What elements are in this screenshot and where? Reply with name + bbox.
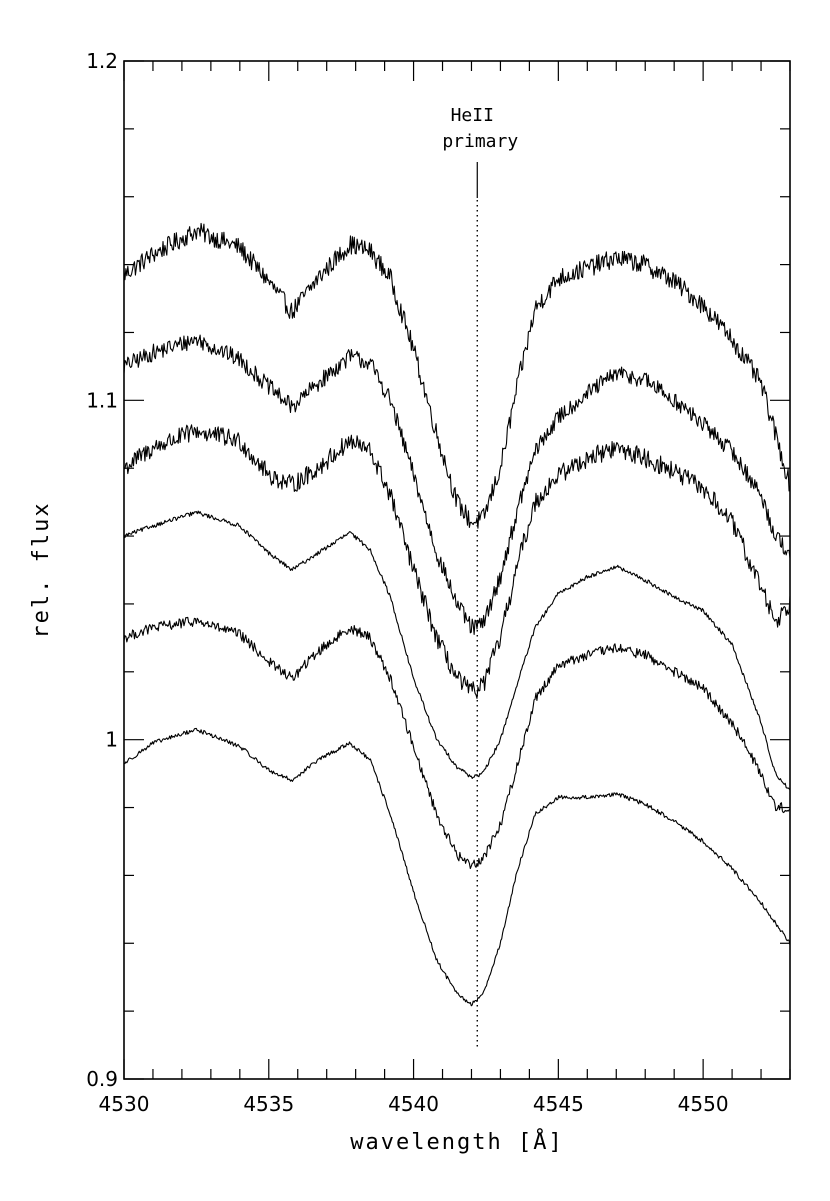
- plot-frame: [123, 60, 791, 1080]
- y-axis-title: rel. flux: [29, 501, 54, 638]
- x-tick-label: 4545: [533, 1092, 584, 1116]
- x-tick-label: 4535: [243, 1092, 294, 1116]
- y-tick-label: 1: [105, 728, 118, 752]
- spectrum-series-3: [123, 424, 791, 699]
- x-tick-label: 4530: [99, 1092, 150, 1116]
- x-tick-label: 4550: [678, 1092, 729, 1116]
- axes-layer: 4530 4535 4540 4545 4550 0.9 1 1.1 1.2: [86, 49, 791, 1116]
- y-tick-label: 1.2: [86, 49, 118, 73]
- annotation-layer: HeII primary: [442, 105, 518, 1047]
- annotation-primary-label: primary: [442, 131, 518, 152]
- series-layer: [123, 222, 791, 1007]
- y-tick-label: 0.9: [86, 1067, 118, 1091]
- spectrum-series-2: [123, 334, 791, 635]
- spectrum-series-4: [123, 510, 791, 791]
- x-tick-label: 4540: [388, 1092, 439, 1116]
- spectrum-series-5: [123, 616, 791, 870]
- spectrum-series-6: [123, 727, 791, 1007]
- spectrum-series-1: [123, 222, 791, 529]
- x-axis-title: wavelength [Å]: [350, 1128, 563, 1155]
- annotation-heii-label: HeII: [451, 105, 494, 126]
- y-tick-label: 1.1: [86, 388, 118, 412]
